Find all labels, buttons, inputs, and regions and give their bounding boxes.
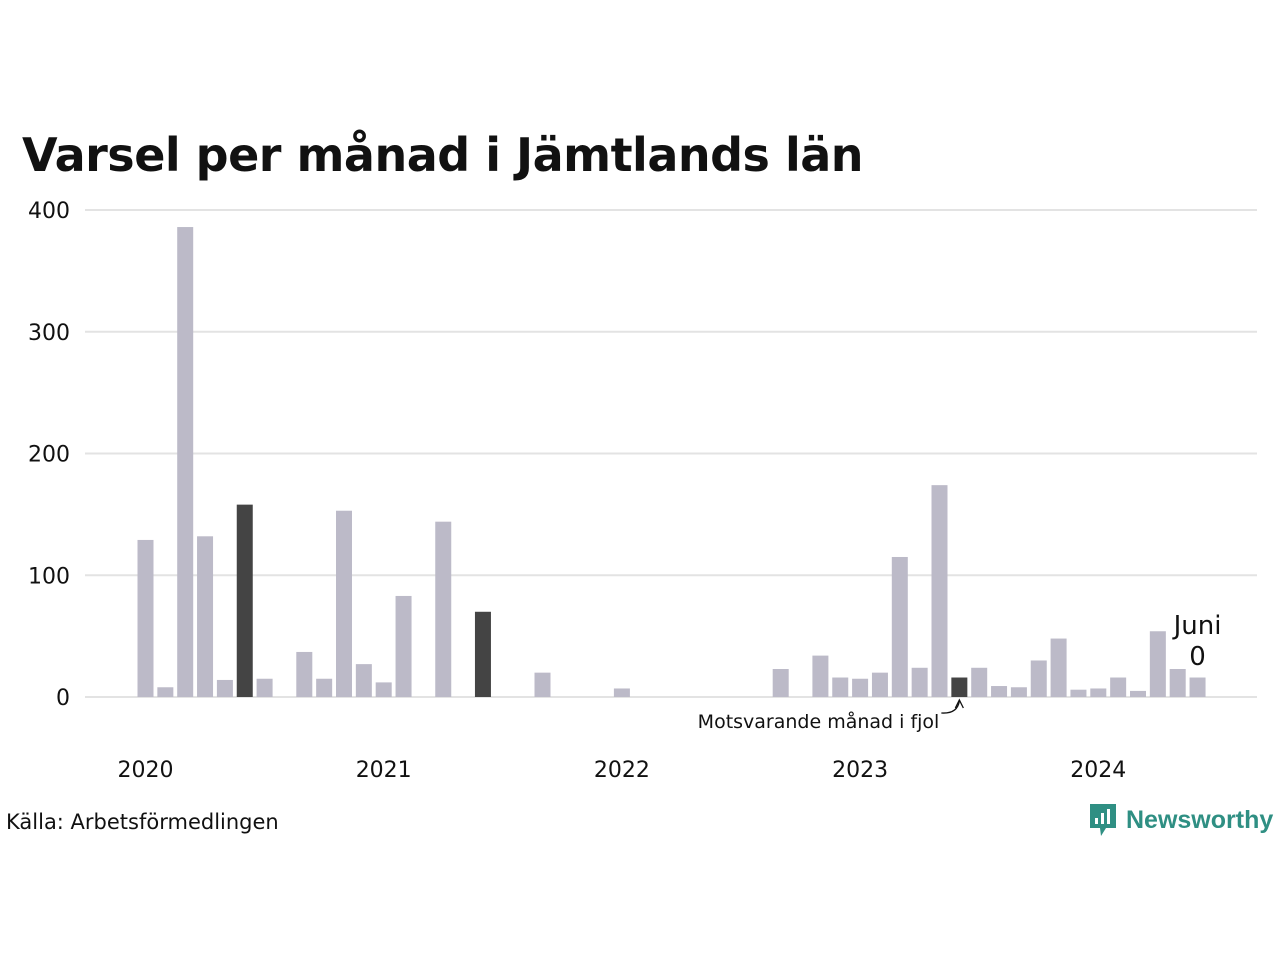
- bar: [871, 672, 888, 697]
- bar: [474, 611, 491, 697]
- bar: [1189, 677, 1206, 697]
- bar: [832, 677, 849, 697]
- annotation-arrow: [941, 700, 960, 714]
- x-tick-label: 2023: [832, 758, 888, 783]
- brand-logo: Newsworthy: [1088, 802, 1273, 838]
- x-tick-label: 2024: [1070, 758, 1126, 783]
- bar: [197, 536, 214, 697]
- y-tick-label: 0: [56, 686, 70, 711]
- bar: [1149, 631, 1166, 697]
- bar: [157, 687, 174, 697]
- bar: [137, 539, 154, 697]
- bar: [891, 556, 908, 697]
- brand-name: Newsworthy: [1126, 805, 1274, 834]
- bar: [931, 485, 948, 697]
- bar: [355, 664, 372, 697]
- bar: [316, 678, 333, 697]
- bar: [435, 521, 452, 697]
- bar: [951, 677, 968, 697]
- y-tick-label: 200: [28, 443, 70, 468]
- y-tick-label: 400: [28, 199, 70, 224]
- bar: [395, 595, 412, 697]
- bar: [336, 510, 352, 697]
- bar: [1130, 690, 1146, 697]
- bar: [852, 678, 869, 697]
- bar: [534, 672, 551, 697]
- bar: [812, 655, 829, 697]
- bar: [216, 679, 233, 697]
- bar: [296, 651, 313, 697]
- bar: [1110, 677, 1127, 697]
- chart-title: Varsel per månad i Jämtlands län: [22, 128, 864, 182]
- bar: [256, 678, 273, 697]
- bar: [991, 686, 1008, 697]
- y-tick-label: 100: [28, 564, 70, 589]
- annotation-text: Motsvarande månad i fjol: [698, 710, 940, 733]
- bar: [375, 682, 392, 697]
- bar: [911, 667, 928, 697]
- newsworthy-logo-icon: [1090, 804, 1116, 836]
- bar: [236, 504, 253, 697]
- bar: [1030, 660, 1047, 697]
- annotation-arrowhead: [954, 698, 964, 709]
- bar: [971, 667, 988, 697]
- x-tick-label: 2022: [594, 758, 650, 783]
- current-month-value: 0: [1189, 642, 1206, 672]
- bar: [1169, 668, 1186, 697]
- bar: [772, 668, 789, 697]
- bar: [1070, 689, 1087, 697]
- y-tick-label: 300: [28, 321, 70, 346]
- bar: [1050, 638, 1067, 697]
- x-tick-label: 2021: [356, 758, 412, 783]
- x-tick-label: 2020: [118, 758, 174, 783]
- bar: [177, 227, 194, 698]
- bar: [1090, 688, 1107, 697]
- bar: [1010, 687, 1027, 697]
- bar: [613, 688, 630, 697]
- source-label: Källa: Arbetsförmedlingen: [6, 810, 279, 834]
- current-month-label: Juni: [1172, 611, 1222, 641]
